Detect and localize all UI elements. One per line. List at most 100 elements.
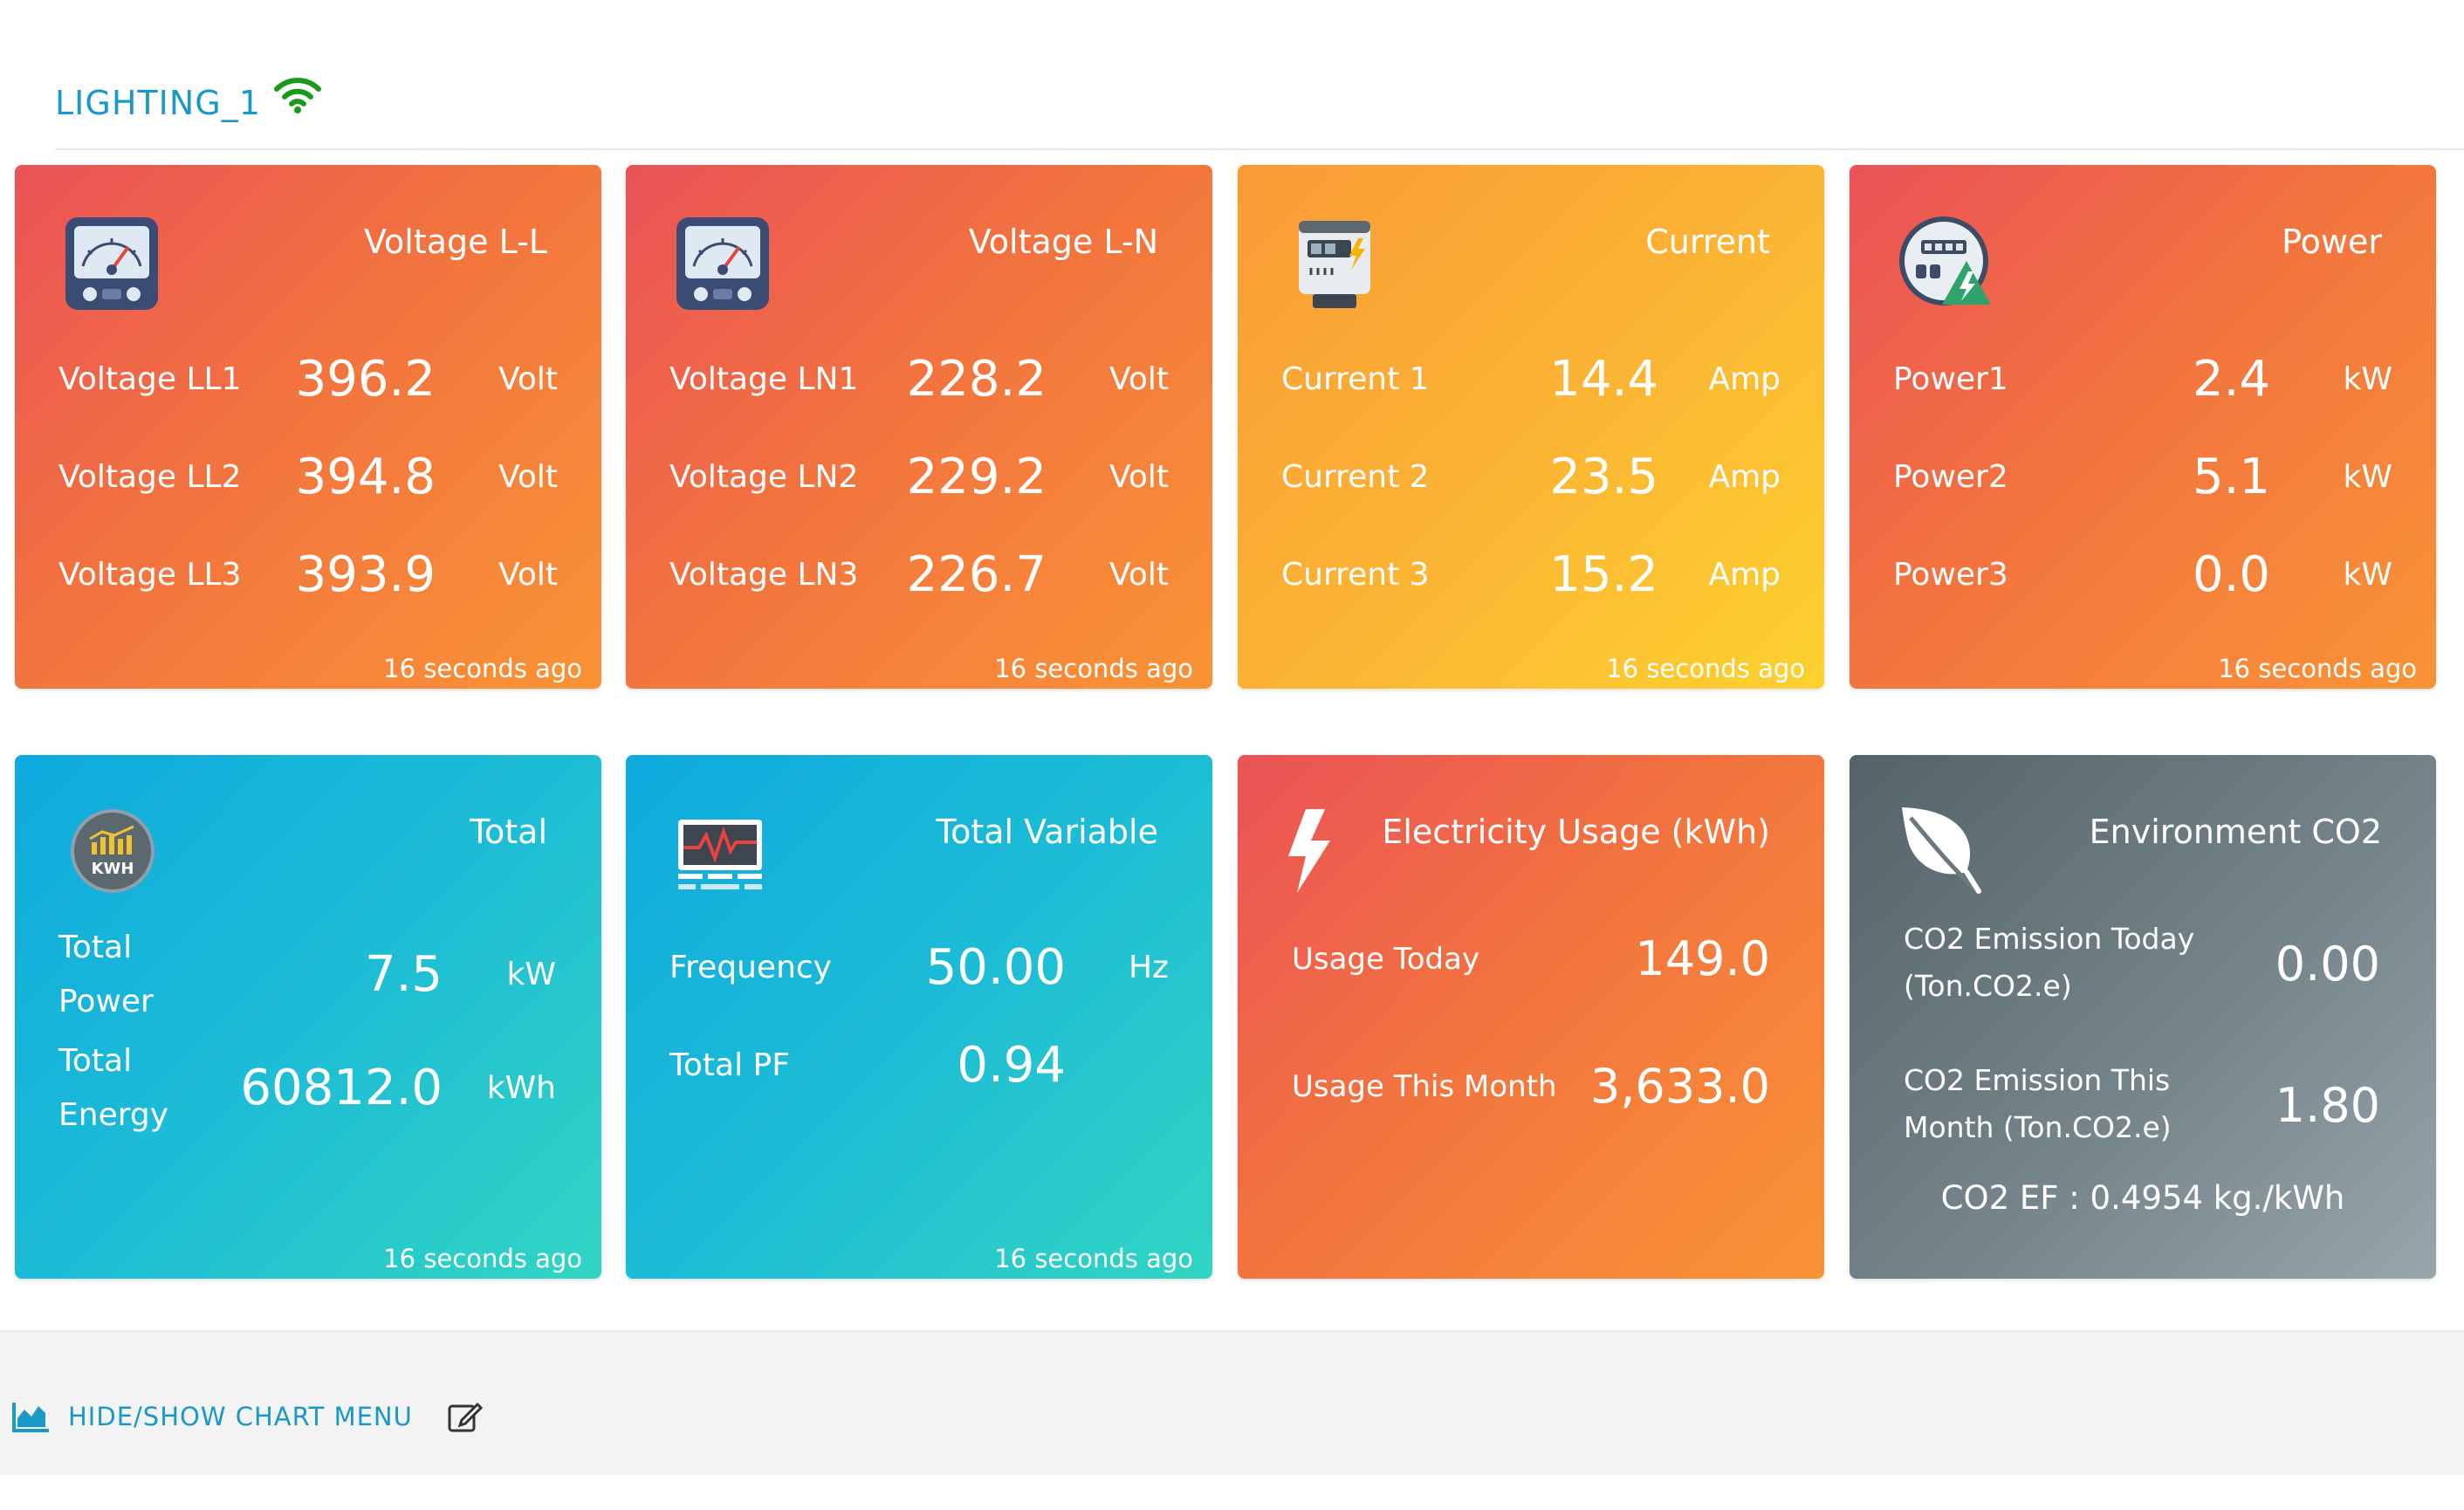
reading-label: Power3 [1893, 557, 2008, 593]
reading-label: Voltage LL1 [58, 361, 242, 397]
voltage-ll-card: Voltage L-L Voltage LL1 396.2 Volt Volta… [15, 165, 601, 689]
reading-row: Power2 5.1 kW [1850, 451, 2436, 504]
reading-value: 229.2 [906, 449, 1047, 505]
reading-unit: kW [2343, 557, 2392, 593]
co2-emission-factor: CO2 EF : 0.4954 kg./kWh [1940, 1179, 2345, 1217]
reading-label: Total [58, 1043, 133, 1079]
reading-label: Energy [58, 1097, 169, 1133]
electricity-usage-card: Electricity Usage (kWh) Usage Today 149.… [1238, 755, 1824, 1279]
reading-unit: Volt [1109, 361, 1169, 397]
power-meter-icon [1899, 216, 1991, 305]
chart-menu-label[interactable]: HIDE/SHOW CHART MENU [68, 1402, 413, 1431]
wifi-icon [273, 78, 321, 113]
voltmeter-icon [676, 217, 769, 310]
reading-label: Current 3 [1281, 557, 1430, 593]
header-divider [55, 148, 2464, 150]
reading-unit: kWh [486, 1070, 556, 1106]
co2-row: CO2 Emission Today (Ton.CO2.e) 0.00 [1850, 916, 2436, 1020]
reading-unit: kW [2343, 361, 2392, 397]
total-card: KWH Total Total Power 7.5 kW Total Energ… [15, 755, 601, 1279]
co2-label: (Ton.CO2.e) [1904, 969, 2072, 1003]
reading-row: Voltage LN1 228.2 Volt [626, 353, 1212, 406]
reading-value: 14.4 [1549, 351, 1658, 408]
card-title: Power [2282, 223, 2382, 261]
usage-row: Usage Today 149.0 [1238, 933, 1824, 985]
reading-unit: Volt [498, 361, 558, 397]
edit-icon[interactable] [448, 1401, 483, 1432]
reading-value: 393.9 [295, 546, 436, 603]
reading-row: Total Power 7.5 kW [15, 921, 601, 1029]
reading-label: Power1 [1893, 361, 2008, 397]
reading-value: 0.94 [957, 1037, 1066, 1094]
reading-row: Current 3 15.2 Amp [1238, 549, 1824, 601]
chart-menu-toggle[interactable]: HIDE/SHOW CHART MENU [12, 1401, 483, 1432]
total-variable-card: Total Variable Frequency 50.00 Hz Total … [626, 755, 1212, 1279]
card-title: Voltage L-N [968, 223, 1158, 261]
reading-value: 2.4 [2192, 351, 2270, 408]
reading-value: 50.00 [925, 939, 1066, 996]
usage-value: 149.0 [1635, 931, 1770, 986]
card-title: Total [470, 813, 547, 851]
reading-row: Power3 0.0 kW [1850, 549, 2436, 601]
pulse-monitor-icon [678, 820, 762, 889]
reading-unit: Volt [498, 459, 558, 495]
reading-value: 23.5 [1549, 449, 1658, 505]
reading-label: Voltage LN1 [669, 361, 859, 397]
reading-label: Current 2 [1281, 459, 1430, 495]
reading-row: Voltage LN2 229.2 Volt [626, 451, 1212, 504]
current-card: Current Current 1 14.4 Amp Current 2 23.… [1238, 165, 1824, 689]
card-title: Total Variable [936, 813, 1158, 851]
reading-value: 5.1 [2192, 449, 2270, 505]
reading-label: Total [58, 930, 133, 965]
lightning-bolt-icon [1288, 809, 1330, 893]
updated-timestamp: 16 seconds ago [2218, 654, 2417, 683]
reading-row: Voltage LL3 393.9 Volt [15, 549, 601, 601]
reading-value: 396.2 [295, 351, 436, 408]
reading-value: 226.7 [906, 546, 1047, 603]
reading-unit: Volt [1109, 557, 1169, 593]
reading-unit: Amp [1708, 557, 1781, 593]
updated-timestamp: 16 seconds ago [1606, 654, 1805, 683]
reading-row: Power1 2.4 kW [1850, 353, 2436, 406]
reading-label: Voltage LN2 [669, 459, 859, 495]
co2-label: CO2 Emission Today [1904, 922, 2195, 956]
reading-value: 7.5 [364, 946, 443, 1003]
usage-row: Usage This Month 3,633.0 [1238, 1060, 1824, 1113]
reading-unit: Amp [1708, 459, 1781, 495]
reading-row: Current 2 23.5 Amp [1238, 451, 1824, 504]
co2-label: CO2 Emission This [1904, 1063, 2171, 1097]
reading-label: Current 1 [1281, 361, 1430, 397]
voltage-ln-card: Voltage L-N Voltage LN1 228.2 Volt Volta… [626, 165, 1212, 689]
reading-label: Voltage LL2 [58, 459, 242, 495]
reading-unit: kW [506, 957, 556, 992]
card-title: Electricity Usage (kWh) [1382, 813, 1770, 851]
reading-label: Voltage LN3 [669, 557, 859, 593]
reading-row: Voltage LN3 226.7 Volt [626, 549, 1212, 601]
reading-label: Total PF [669, 1047, 790, 1083]
device-header: LIGHTING_1 [55, 77, 322, 129]
power-card: Power Power1 2.4 kW Power2 5.1 kW Power3… [1850, 165, 2436, 689]
chart-panel [0, 1475, 2464, 1510]
updated-timestamp: 16 seconds ago [383, 654, 582, 683]
leaf-icon [1902, 807, 1981, 895]
updated-timestamp: 16 seconds ago [994, 1244, 1193, 1273]
reading-value: 228.2 [906, 351, 1047, 408]
reading-unit: Hz [1129, 950, 1169, 985]
device-title: LIGHTING_1 [55, 84, 261, 122]
reading-label: Voltage LL3 [58, 557, 242, 593]
card-title: Voltage L-L [363, 223, 547, 261]
reading-row: Voltage LL1 396.2 Volt [15, 353, 601, 406]
card-title: Environment CO2 [2089, 813, 2382, 851]
device-panel: LIGHTING_1 Voltage L-L Voltage LL1 396.2 [0, 0, 2464, 1330]
reading-unit: Volt [1109, 459, 1169, 495]
co2-row: CO2 Emission This Month (Ton.CO2.e) 1.80 [1850, 1057, 2436, 1162]
co2-value: 0.00 [2275, 937, 2380, 992]
reading-unit: kW [2343, 459, 2392, 495]
card-title: Current [1645, 223, 1770, 261]
usage-value: 3,633.0 [1589, 1059, 1770, 1114]
usage-label: Usage Today [1292, 942, 1480, 977]
usage-label: Usage This Month [1292, 1069, 1557, 1104]
co2-value: 1.80 [2275, 1078, 2380, 1133]
reading-value: 394.8 [295, 449, 436, 505]
svg-text:KWH: KWH [92, 860, 134, 878]
